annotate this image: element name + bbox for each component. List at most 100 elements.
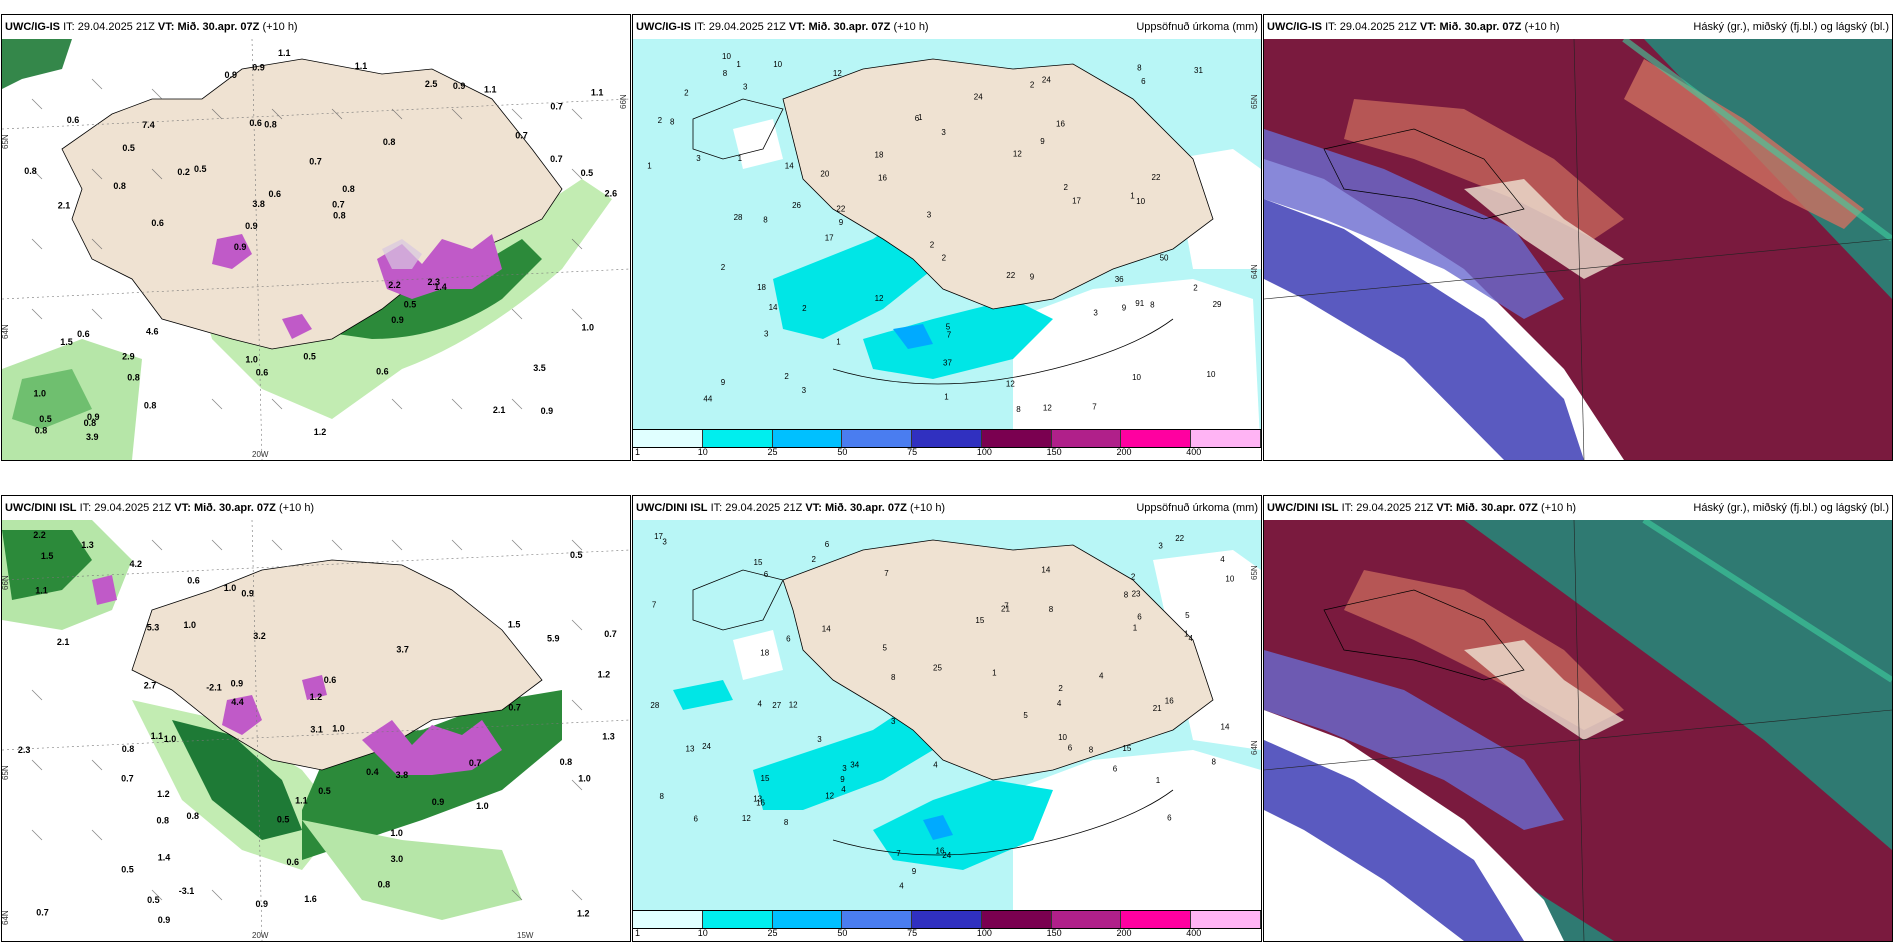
value-label: 1 bbox=[918, 113, 923, 122]
value-label: 1.1 bbox=[151, 731, 164, 741]
value-label: 1 bbox=[1184, 630, 1189, 639]
value-label: 1.2 bbox=[598, 669, 611, 679]
value-labels: 0.92.10.70.90.80.90.60.70.60.51.00.80.80… bbox=[24, 48, 617, 442]
value-label: 0.8 bbox=[157, 816, 170, 826]
value-label: 4 bbox=[841, 785, 846, 794]
value-label: 1.1 bbox=[355, 61, 368, 71]
value-label: 0.5 bbox=[121, 864, 134, 874]
value-label: 16 bbox=[1165, 697, 1174, 706]
value-label: 5 bbox=[1023, 711, 1028, 720]
colorbar-swatch bbox=[912, 911, 982, 928]
value-label: 29 bbox=[1213, 300, 1222, 309]
value-label: 3.0 bbox=[391, 854, 404, 864]
panel-dini-clouds: UWC/DINI ISL IT: 29.04.2025 21Z VT: Mið.… bbox=[1263, 495, 1893, 942]
value-label: 0.6 bbox=[77, 329, 90, 339]
value-label: 7 bbox=[652, 600, 657, 609]
colorbar-swatch bbox=[633, 430, 703, 447]
value-label: 26 bbox=[792, 201, 801, 210]
init-time: 29.04.2025 21Z bbox=[708, 21, 786, 33]
value-label: 2.7 bbox=[144, 681, 157, 691]
value-label: 14 bbox=[785, 162, 794, 171]
value-label: 0.6 bbox=[269, 189, 282, 199]
value-label: 6 bbox=[1068, 744, 1073, 753]
value-label: 4 bbox=[1189, 634, 1194, 643]
value-label: 0.6 bbox=[151, 218, 164, 228]
value-label: 2 bbox=[684, 88, 689, 97]
value-label: 0.8 bbox=[264, 120, 277, 130]
colorbar-label: 400 bbox=[1186, 928, 1202, 938]
value-label: 1.4 bbox=[158, 853, 171, 863]
precip-colorbar: 1 10 25 50 75 100 150 200 400 bbox=[633, 910, 1261, 941]
value-label: 2 bbox=[942, 254, 947, 263]
value-label: 0.5 bbox=[39, 414, 52, 424]
value-label: 6 bbox=[1137, 613, 1142, 622]
value-label: 14 bbox=[1221, 723, 1230, 732]
value-label: 0.5 bbox=[194, 164, 207, 174]
colorbar-label: 200 bbox=[1116, 928, 1132, 938]
value-label: 0.9 bbox=[432, 797, 445, 807]
value-label: -2.1 bbox=[206, 683, 222, 693]
value-label: 4.6 bbox=[146, 327, 159, 337]
value-label: 6 bbox=[786, 635, 791, 644]
value-label: 2 bbox=[721, 263, 726, 272]
value-label: 1.2 bbox=[157, 789, 170, 799]
value-label: 22 bbox=[836, 205, 845, 214]
value-label: 8 bbox=[1137, 63, 1142, 72]
value-label: 5.3 bbox=[147, 623, 160, 633]
value-label: 0.7 bbox=[332, 200, 345, 210]
value-label: 0.7 bbox=[508, 703, 521, 713]
value-label: 1.1 bbox=[278, 48, 291, 58]
value-label: 15 bbox=[761, 774, 770, 783]
value-label: 3 bbox=[662, 537, 667, 546]
value-label: 6 bbox=[1113, 764, 1118, 773]
value-label: 0.7 bbox=[121, 774, 134, 784]
value-label: 8 bbox=[1124, 590, 1129, 599]
value-label: 2.1 bbox=[58, 201, 71, 211]
value-label: 1.3 bbox=[81, 540, 94, 550]
colorbar-swatch bbox=[912, 430, 982, 447]
value-label: 3 bbox=[743, 83, 748, 92]
value-label: 0.6 bbox=[256, 368, 269, 378]
value-label: 7 bbox=[884, 569, 889, 578]
colorbar-label: 25 bbox=[767, 447, 778, 457]
colorbar-swatch bbox=[1191, 911, 1261, 928]
valid-time: Mið. 30.apr. 07Z bbox=[808, 21, 891, 33]
value-label: 34 bbox=[850, 761, 859, 770]
axis-label: 65N bbox=[2, 765, 10, 780]
value-label: 1.3 bbox=[602, 732, 615, 742]
axis-label: 64N bbox=[1250, 740, 1259, 755]
value-label: 5.9 bbox=[547, 634, 560, 644]
value-label: 9 bbox=[1040, 137, 1045, 146]
wind-precip-map: 65N 66N 64N 20W 0.9 2.1 0.7 0.9 0.8 0.9 0.6 0.7… bbox=[2, 39, 630, 460]
value-label: 0.7 bbox=[550, 154, 563, 164]
value-label: 12 bbox=[825, 791, 834, 800]
colorbar-label: 75 bbox=[907, 928, 918, 938]
value-label: 1 bbox=[647, 161, 652, 170]
value-label: 17 bbox=[654, 532, 663, 541]
value-label: 8 bbox=[784, 818, 789, 827]
value-label: 4 bbox=[933, 760, 938, 769]
value-label: 2 bbox=[1030, 80, 1035, 89]
panel-header: UWC/DINI ISL IT: 29.04.2025 21Z VT: Mið.… bbox=[2, 496, 630, 520]
value-label: 9 bbox=[1030, 273, 1035, 282]
value-label: 2 bbox=[1064, 183, 1069, 192]
colorbar-swatch bbox=[772, 911, 843, 928]
init-time: 29.04.2025 21Z bbox=[77, 21, 155, 33]
value-label: 20 bbox=[820, 169, 829, 178]
value-label: 14 bbox=[769, 303, 778, 312]
value-label: 7 bbox=[947, 330, 952, 339]
value-label: 0.9 bbox=[245, 221, 258, 231]
colorbar-label: 150 bbox=[1046, 928, 1062, 938]
value-label: 0.9 bbox=[252, 63, 265, 73]
panel-header: UWC/DINI ISL IT: 29.04.2025 21Z VT: Mið.… bbox=[633, 496, 1261, 520]
value-label: 7 bbox=[896, 849, 901, 858]
colorbar-swatch bbox=[1191, 430, 1261, 447]
value-label: 0.9 bbox=[391, 315, 404, 325]
axis-label: 66N bbox=[619, 94, 628, 109]
colorbar-label: 100 bbox=[976, 447, 992, 457]
value-label: 36 bbox=[1115, 275, 1124, 284]
map-canvas bbox=[1264, 39, 1892, 460]
value-label: 15 bbox=[1122, 744, 1131, 753]
value-label: 8 bbox=[1049, 605, 1054, 614]
panel-header: UWC/IG-IS IT: 29.04.2025 21Z VT: Mið. 30… bbox=[2, 15, 630, 39]
